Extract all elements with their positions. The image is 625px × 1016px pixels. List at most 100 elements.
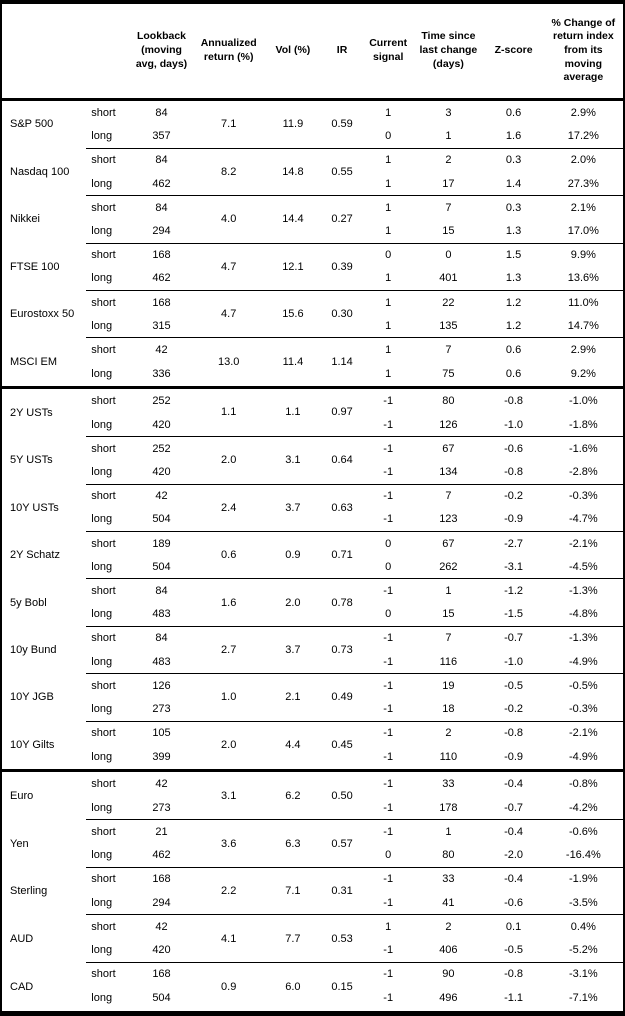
z-score-value: -0.5 [504, 944, 524, 957]
table-row: 10Y JGB short 126 1.0 2.1 0.49 -1 19 -0.5 -0.5% [1, 673, 624, 722]
col-header-asset [1, 2, 86, 99]
ir-value: 0.49 [320, 673, 364, 722]
horizon-label: short [86, 483, 131, 508]
signal-value: 1 [385, 224, 392, 237]
z-score-value: -0.8 [483, 720, 544, 745]
horizon-label: long [91, 992, 113, 1005]
time-since-value: 110 [439, 750, 458, 763]
z-score-value: 0.3 [483, 195, 544, 220]
vol-value: 7.1 [264, 866, 321, 915]
horizon-label: long [91, 655, 113, 668]
z-score-value: -1.2 [483, 578, 544, 603]
horizon-label: long [91, 849, 113, 862]
table-row: AUD short 42 4.1 7.7 0.53 1 2 0.1 0.4% [1, 914, 624, 963]
annualized-return-value: 8.2 [192, 147, 265, 196]
lookback-value: 273 [152, 801, 171, 814]
annualized-return-value: 1.6 [192, 578, 265, 627]
vol-value: 1.1 [264, 386, 321, 437]
pct-change-value: -4.9% [568, 750, 598, 763]
pct-change-value: 17.0% [567, 224, 599, 237]
lookback-value: 21 [130, 819, 193, 844]
z-score-value: 1.3 [505, 224, 522, 237]
z-score-value: -1.0 [504, 418, 524, 431]
z-score-value: -0.5 [483, 673, 544, 698]
time-since-value: 7 [413, 625, 484, 651]
lookback-value: 462 [152, 272, 171, 285]
time-since-value: 116 [439, 655, 458, 668]
time-since-value: 1 [413, 819, 484, 844]
annualized-return-value: 3.6 [192, 819, 265, 868]
vol-value: 4.4 [264, 720, 321, 771]
lookback-value: 42 [130, 914, 193, 939]
table-row: MSCI EM short 42 13.0 11.4 1.14 1 7 0.6 2.9% [1, 337, 624, 388]
lookback-value: 252 [130, 436, 193, 461]
vol-value: 6.0 [264, 961, 321, 1014]
lookback-value: 168 [130, 866, 193, 892]
annualized-return-value: 0.9 [192, 961, 265, 1014]
signal-value: -1 [383, 750, 394, 763]
table-row: long 462 1 401 1.3 13.6% [1, 267, 624, 291]
signal-value: -1 [363, 625, 414, 651]
time-since-value: 80 [413, 386, 484, 413]
time-since-value: 17 [442, 177, 455, 190]
ir-value: 0.53 [320, 914, 364, 963]
pct-change-value: -3.1% [543, 961, 624, 986]
pct-change-value: 2.0% [543, 147, 624, 172]
ir-value: 0.39 [320, 242, 364, 291]
table-row: long 399 -1 110 -0.9 -4.9% [1, 745, 624, 771]
asset-name: Sterling [10, 885, 48, 898]
time-since-value: 75 [442, 367, 455, 380]
vol-value: 3.1 [264, 436, 321, 485]
z-score-value: 1.4 [505, 177, 522, 190]
annualized-return-value: 1.0 [192, 673, 265, 722]
lookback-value: 84 [130, 578, 193, 603]
vol-value: 0.9 [264, 530, 321, 579]
table-row: Eurostoxx 50 short 168 4.7 15.6 0.30 1 22 1.2 11.… [1, 290, 624, 338]
table-row: long 504 0 262 -3.1 -4.5% [1, 555, 624, 579]
header-row: Lookback (moving avg, days) Annualized r… [1, 2, 624, 99]
pct-change-value: 0.4% [543, 914, 624, 939]
ir-value: 0.97 [320, 386, 364, 437]
time-since-value: 1 [413, 578, 484, 603]
horizon-label: long [91, 272, 113, 285]
col-header-pct-change: % Change of return index from its moving… [551, 16, 616, 84]
signal-value: -1 [383, 418, 394, 431]
col-header-time-since: Time since last change (days) [419, 30, 478, 70]
signal-value: 1 [363, 914, 414, 939]
ir-value: 0.64 [320, 436, 364, 485]
signal-value: -1 [363, 819, 414, 844]
asset-name: Yen [10, 837, 29, 850]
lookback-value: 168 [130, 961, 193, 986]
horizon-label: short [86, 673, 131, 698]
z-score-value: 1.6 [505, 130, 522, 143]
signal-value: -1 [363, 720, 414, 745]
table-row: Sterling short 168 2.2 7.1 0.31 -1 33 -0.4 -1.9% [1, 866, 624, 915]
asset-name: 5Y USTs [10, 454, 53, 467]
z-score-value: -3.1 [504, 560, 524, 573]
table-row: long 273 -1 178 -0.7 -4.2% [1, 796, 624, 820]
table-row: long 504 -1 496 -1.1 -7.1% [1, 986, 624, 1014]
pct-change-value: 13.6% [567, 272, 599, 285]
horizon-label: short [86, 866, 131, 892]
annualized-return-value: 2.4 [192, 483, 265, 532]
asset-name: 10Y JGB [10, 691, 54, 704]
time-since-value: 7 [413, 195, 484, 220]
vol-value: 14.4 [264, 195, 321, 244]
vol-value: 11.4 [264, 337, 321, 388]
table-row: S&P 500 short 84 7.1 11.9 0.59 1 3 0.6 2.9% [1, 98, 624, 149]
time-since-value: 22 [413, 290, 484, 315]
time-since-value: 2 [413, 914, 484, 939]
signal-value: 1 [363, 195, 414, 220]
lookback-value: 42 [130, 770, 193, 797]
horizon-label: short [86, 961, 131, 986]
table-row: long 420 -1 126 -1.0 -1.8% [1, 413, 624, 437]
table-row: long 273 -1 18 -0.2 -0.3% [1, 697, 624, 721]
vol-value: 12.1 [264, 242, 321, 291]
lookback-value: 189 [130, 531, 193, 556]
z-score-value: -0.4 [483, 819, 544, 844]
table-section: S&P 500 short 84 7.1 11.9 0.59 1 3 0.6 2.9% long 35… [1, 98, 624, 388]
col-header-annualized-return: Annualized return (%) [200, 37, 257, 63]
z-score-value: 1.5 [483, 242, 544, 267]
